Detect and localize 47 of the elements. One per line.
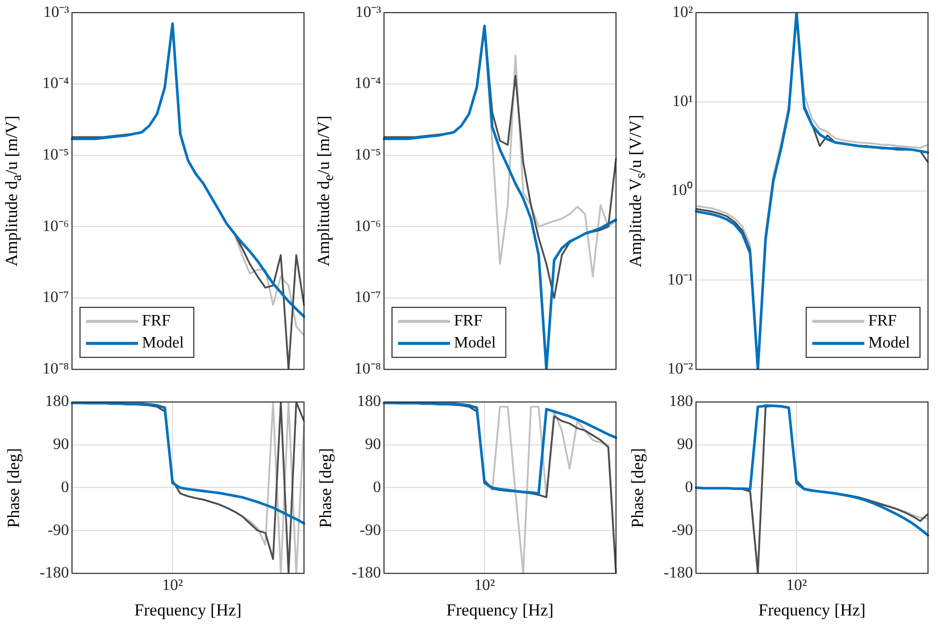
- x-axis-title: Frequency [Hz]: [446, 600, 554, 620]
- y-tick-label: -180: [664, 564, 693, 582]
- y-tick-label: 10⁻⁴: [354, 75, 382, 92]
- y-tick-label: -90: [360, 522, 381, 539]
- y-tick-label: 10⁻⁶: [42, 218, 69, 235]
- y-tick-label: 10⁻³: [43, 4, 70, 21]
- y-tick-label: -90: [48, 522, 69, 539]
- y-tick-label: 90: [677, 436, 693, 454]
- y-tick-label: 10⁻¹: [667, 271, 694, 288]
- legend-label: Model: [868, 334, 911, 352]
- y-tick-label: -180: [352, 564, 381, 582]
- y-tick-label: 10⁻⁵: [354, 146, 381, 164]
- y-tick-label: -90: [672, 522, 693, 539]
- y-tick-label: 10⁻⁶: [354, 218, 381, 235]
- legend-label: FRF: [142, 312, 171, 330]
- legend-label: Model: [454, 334, 496, 352]
- y-tick-label: 10¹: [672, 93, 694, 110]
- y-tick-label: 10⁻⁵: [42, 146, 69, 164]
- y-tick-label: 0: [61, 478, 69, 496]
- y-tick-label: 180: [45, 393, 69, 410]
- x-tick-label: 10²: [474, 577, 496, 594]
- y-tick-label: -180: [40, 564, 69, 582]
- y-tick-label: 10⁻⁸: [42, 360, 69, 378]
- y-tick-label: 10⁻⁷: [42, 289, 69, 306]
- y-tick-label: 10²: [672, 4, 694, 21]
- y-tick-label: 90: [53, 436, 69, 454]
- x-axis-title: Frequency [Hz]: [758, 600, 866, 620]
- x-tick-label: 10²: [786, 577, 808, 594]
- y-tick-label: 180: [669, 393, 693, 410]
- y-tick-label: 10⁻²: [667, 360, 694, 378]
- x-tick-label: 10²: [162, 577, 184, 594]
- legend-label: FRF: [868, 312, 897, 330]
- y-tick-label: 10⁻⁸: [354, 360, 381, 378]
- y-axis-title: Phase [deg]: [316, 448, 336, 528]
- y-tick-label: 10⁻³: [355, 4, 382, 21]
- x-axis-title: Frequency [Hz]: [134, 600, 242, 620]
- y-tick-label: 0: [373, 478, 381, 496]
- y-tick-label: 0: [685, 478, 693, 496]
- y-tick-label: 180: [357, 393, 381, 410]
- y-tick-label: 10⁰: [671, 181, 693, 200]
- y-axis-title: Phase [deg]: [628, 448, 648, 528]
- y-tick-label: 10⁻⁷: [354, 289, 381, 306]
- legend-label: Model: [142, 334, 184, 352]
- y-tick-label: 10⁻⁴: [42, 75, 70, 92]
- y-axis-title: Phase [deg]: [4, 448, 24, 528]
- legend-label: FRF: [454, 312, 483, 330]
- y-tick-label: 90: [365, 436, 381, 454]
